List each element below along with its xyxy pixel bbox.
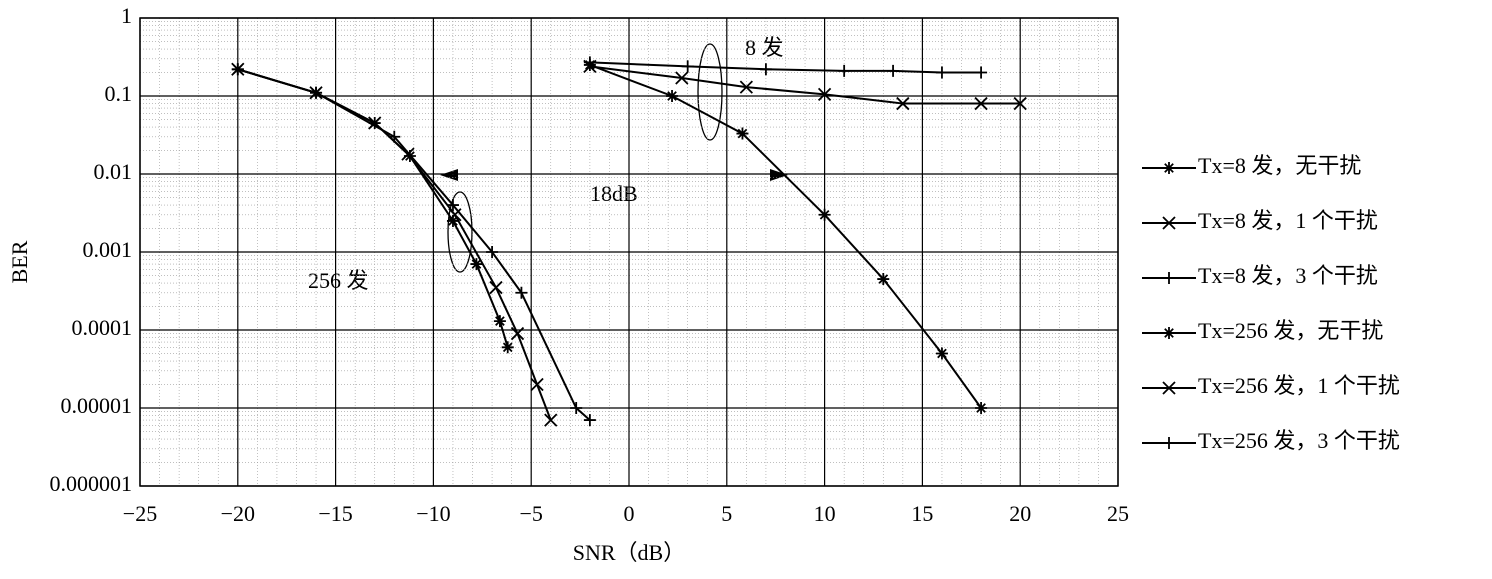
marker <box>501 341 514 354</box>
marker <box>544 413 558 427</box>
y-tick-label: 0.000001 <box>50 471 133 496</box>
plot-frame <box>139 17 1119 487</box>
marker <box>675 71 689 85</box>
marker <box>493 315 506 328</box>
annotation: 18dB <box>590 181 638 206</box>
marker <box>1163 437 1175 449</box>
y-tick-label: 0.00001 <box>61 393 133 418</box>
legend-label: Tx=256 发，无干扰 <box>1198 318 1383 343</box>
annotation: 256 发 <box>308 268 369 293</box>
marker <box>838 64 851 77</box>
marker <box>486 246 499 258</box>
x-tick-label: 10 <box>814 501 836 526</box>
y-tick-label: 0.001 <box>83 237 133 262</box>
marker <box>681 60 694 73</box>
series-line <box>237 68 552 421</box>
x-tick-label: −15 <box>318 501 352 526</box>
annotation: 8 发 <box>745 35 784 60</box>
marker <box>1163 162 1175 174</box>
x-tick-label: 5 <box>721 501 732 526</box>
legend-label: Tx=8 发，1 个干扰 <box>1198 208 1378 233</box>
series-line <box>237 68 591 421</box>
marker <box>817 87 832 101</box>
legend-label: Tx=8 发，无干扰 <box>1198 153 1361 178</box>
marker <box>510 326 525 341</box>
marker <box>887 64 900 77</box>
marker <box>1163 327 1175 339</box>
arrow-head <box>440 169 458 181</box>
legend-label: Tx=8 发，3 个干扰 <box>1198 263 1378 288</box>
marker <box>736 127 749 140</box>
x-tick-label: −25 <box>123 501 157 526</box>
marker <box>446 214 459 227</box>
y-tick-label: 0.01 <box>94 159 133 184</box>
legend-label: Tx=256 发，1 个干扰 <box>1198 373 1400 398</box>
marker <box>446 199 459 212</box>
y-tick-label: 0.0001 <box>72 315 133 340</box>
marker <box>975 402 988 414</box>
x-tick-label: 25 <box>1107 501 1129 526</box>
marker <box>388 130 401 143</box>
series-line <box>237 68 509 348</box>
marker <box>583 56 596 69</box>
x-tick-label: −5 <box>519 501 542 526</box>
marker <box>231 63 244 76</box>
marker <box>470 258 483 271</box>
group-ellipse <box>697 43 723 141</box>
marker <box>583 414 596 427</box>
y-tick-label: 0.1 <box>105 81 133 106</box>
x-tick-label: 15 <box>911 501 933 526</box>
y-axis-label: BER <box>7 240 32 283</box>
marker <box>877 273 890 286</box>
marker <box>818 208 831 221</box>
marker <box>1013 96 1027 111</box>
marker <box>570 402 583 414</box>
x-tick-label: −20 <box>221 501 255 526</box>
marker <box>1162 216 1176 230</box>
marker <box>896 96 910 111</box>
group-ellipse <box>447 191 473 273</box>
marker <box>739 80 753 94</box>
marker <box>310 86 323 99</box>
x-tick-label: 20 <box>1009 501 1031 526</box>
marker <box>935 66 948 79</box>
marker <box>530 377 544 392</box>
marker <box>489 280 503 295</box>
marker <box>1163 272 1175 284</box>
y-tick-label: 1 <box>121 3 132 28</box>
x-tick-label: 0 <box>624 501 635 526</box>
marker <box>974 96 988 111</box>
marker <box>759 63 772 76</box>
marker <box>666 90 679 102</box>
legend-label: Tx=256 发，3 个干扰 <box>1198 428 1400 453</box>
marker <box>975 66 988 79</box>
x-axis-label: SNR（dB） <box>573 540 685 565</box>
marker <box>515 286 528 299</box>
marker <box>935 347 948 360</box>
arrow-head <box>770 169 788 181</box>
marker <box>1162 381 1176 395</box>
x-tick-label: −10 <box>416 501 450 526</box>
